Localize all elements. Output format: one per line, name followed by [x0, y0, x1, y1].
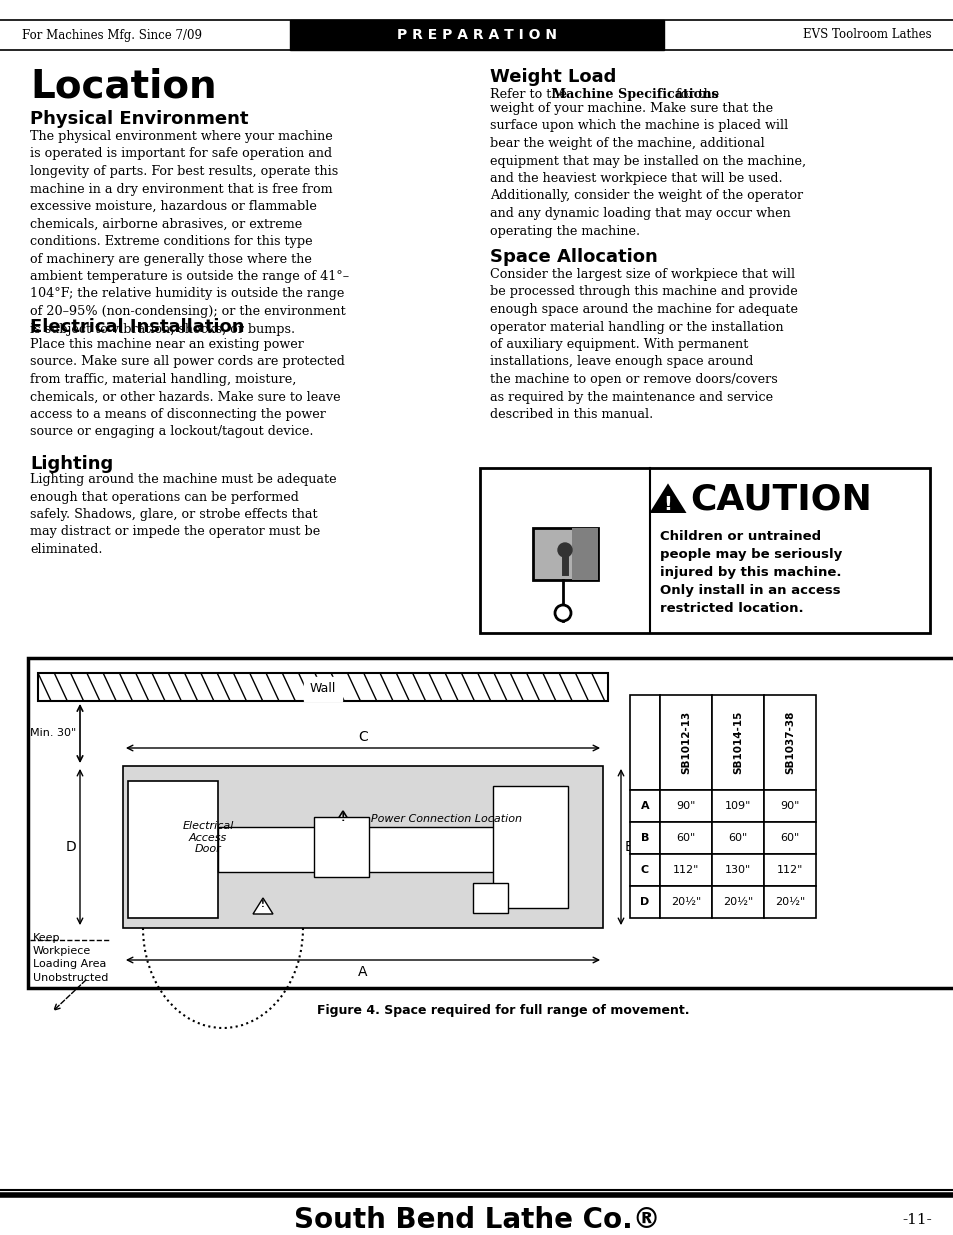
- Bar: [763, 695, 815, 790]
- Text: C: C: [357, 730, 368, 743]
- Text: 20½": 20½": [670, 897, 700, 906]
- Text: !: !: [261, 900, 265, 909]
- Bar: [38, 673, 607, 701]
- Text: 90": 90": [780, 802, 799, 811]
- Polygon shape: [253, 898, 273, 914]
- Bar: [711, 823, 763, 853]
- Bar: [711, 885, 763, 918]
- Text: Lighting around the machine must be adequate
enough that operations can be perfo: Lighting around the machine must be adeq…: [30, 473, 336, 556]
- Text: = Power Connection Location: = Power Connection Location: [357, 814, 521, 824]
- Text: !: !: [340, 813, 345, 823]
- Text: The physical environment where your machine
is operated is important for safe op: The physical environment where your mach…: [30, 130, 349, 336]
- Text: Wall: Wall: [310, 683, 335, 695]
- Bar: [711, 695, 763, 790]
- Text: !: !: [663, 495, 672, 514]
- Bar: [659, 885, 711, 918]
- Text: D: D: [639, 897, 649, 906]
- Text: SB1037-38: SB1037-38: [784, 710, 794, 773]
- Text: P R E P A R A T I O N: P R E P A R A T I O N: [396, 28, 557, 42]
- Text: D: D: [65, 840, 76, 853]
- Bar: [493, 785, 567, 908]
- Bar: [659, 823, 711, 853]
- Bar: [763, 885, 815, 918]
- Text: 130": 130": [724, 864, 750, 876]
- Text: Place this machine near an existing power
source. Make sure all power cords are : Place this machine near an existing powe…: [30, 338, 345, 438]
- Text: A: A: [640, 802, 649, 811]
- Text: Electrical Installation: Electrical Installation: [30, 317, 244, 336]
- Text: for the: for the: [671, 88, 719, 101]
- Text: weight of your machine. Make sure that the
surface upon which the machine is pla: weight of your machine. Make sure that t…: [490, 103, 805, 237]
- Bar: [629, 853, 659, 885]
- Text: B: B: [640, 832, 648, 844]
- Text: 60": 60": [780, 832, 799, 844]
- Text: EVS Toolroom Lathes: EVS Toolroom Lathes: [802, 28, 931, 42]
- Bar: [290, 20, 663, 49]
- Text: Physical Environment: Physical Environment: [30, 110, 248, 128]
- Text: Weight Load: Weight Load: [490, 68, 616, 86]
- Bar: [128, 781, 218, 918]
- Text: Refer to the: Refer to the: [490, 88, 571, 101]
- Text: 20½": 20½": [722, 897, 752, 906]
- Bar: [629, 695, 659, 790]
- Text: A: A: [358, 965, 367, 979]
- Text: Figure 4. Space required for full range of movement.: Figure 4. Space required for full range …: [316, 1004, 688, 1016]
- Bar: [473, 883, 507, 913]
- Circle shape: [555, 605, 571, 621]
- Text: -11-: -11-: [902, 1213, 931, 1228]
- Text: Consider the largest size of workpiece that will
be processed through this machi: Consider the largest size of workpiece t…: [490, 268, 797, 421]
- Bar: [572, 529, 598, 580]
- Bar: [763, 853, 815, 885]
- Text: 112": 112": [776, 864, 802, 876]
- Bar: [659, 853, 711, 885]
- Text: Machine Specifications: Machine Specifications: [552, 88, 718, 101]
- Circle shape: [558, 543, 572, 557]
- Bar: [314, 818, 369, 877]
- Text: 20½": 20½": [774, 897, 804, 906]
- Text: South Bend Lathe Co.®: South Bend Lathe Co.®: [294, 1207, 659, 1234]
- Bar: [218, 827, 507, 872]
- Polygon shape: [333, 811, 353, 827]
- Text: Electrical
Access
Door: Electrical Access Door: [182, 821, 233, 855]
- Text: 60": 60": [727, 832, 747, 844]
- Bar: [711, 853, 763, 885]
- Bar: [123, 766, 602, 927]
- Bar: [629, 790, 659, 823]
- Text: 90": 90": [676, 802, 695, 811]
- Bar: [479, 468, 929, 634]
- FancyBboxPatch shape: [533, 529, 598, 580]
- Bar: [659, 695, 711, 790]
- Bar: [629, 885, 659, 918]
- Polygon shape: [651, 487, 683, 511]
- Text: 109": 109": [724, 802, 750, 811]
- Bar: [763, 823, 815, 853]
- Text: C: C: [640, 864, 648, 876]
- Text: Location: Location: [30, 68, 216, 106]
- Text: For Machines Mfg. Since 7/09: For Machines Mfg. Since 7/09: [22, 28, 202, 42]
- Text: 60": 60": [676, 832, 695, 844]
- Text: Lighting: Lighting: [30, 454, 113, 473]
- Text: Keep
Workpiece
Loading Area
Unobstructed: Keep Workpiece Loading Area Unobstructed: [33, 932, 109, 983]
- Text: 112": 112": [672, 864, 699, 876]
- Bar: [629, 823, 659, 853]
- Text: Space Allocation: Space Allocation: [490, 248, 657, 266]
- Text: SB1012-13: SB1012-13: [680, 710, 690, 773]
- Text: SB1014-15: SB1014-15: [732, 710, 742, 773]
- Text: B: B: [624, 840, 634, 853]
- Text: CAUTION: CAUTION: [689, 482, 871, 516]
- Bar: [711, 790, 763, 823]
- Bar: [659, 790, 711, 823]
- Text: Children or untrained
people may be seriously
injured by this machine.
Only inst: Children or untrained people may be seri…: [659, 530, 841, 615]
- Bar: [763, 790, 815, 823]
- Bar: [28, 658, 953, 988]
- Text: Min. 30": Min. 30": [30, 727, 76, 739]
